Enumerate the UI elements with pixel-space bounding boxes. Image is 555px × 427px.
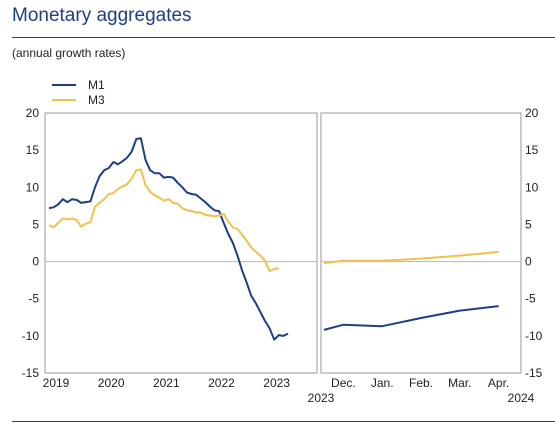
series-line-right-m3 — [323, 250, 499, 265]
y-tick-label-right: -10 — [525, 329, 543, 343]
y-tick-label-right: 15 — [525, 143, 539, 157]
page-title: Monetary aggregates — [12, 5, 192, 26]
legend-item-m1: M1 — [52, 77, 105, 92]
series-line-right-m1 — [323, 305, 499, 331]
left-panel-frame — [44, 112, 318, 374]
y-tick-label-left: 15 — [26, 143, 40, 157]
bottom-rule — [12, 421, 555, 422]
chart-legend: M1 M3 — [52, 77, 105, 107]
legend-swatch-m1 — [52, 83, 76, 86]
title-rule — [12, 37, 555, 38]
y-tick-label-left: -15 — [22, 366, 40, 380]
y-tick-label-right: -5 — [525, 292, 536, 306]
legend-label-m3: M3 — [88, 92, 105, 107]
y-tick-label-right: 5 — [525, 217, 532, 231]
y-tick-label-left: 10 — [26, 180, 40, 194]
x-tick-label-right: Mar. — [448, 376, 471, 390]
y-tick-label-left: -5 — [28, 292, 39, 306]
y-tick-label-right: -15 — [525, 366, 543, 380]
year-label-start: 2023 — [308, 391, 335, 405]
chart-subtitle: (annual growth rates) — [12, 46, 126, 60]
y-tick-label-left: 20 — [26, 106, 40, 120]
x-tick-label-left: 2023 — [263, 376, 290, 390]
y-tick-label-right: 0 — [525, 255, 532, 269]
x-tick-label-right: Dec. — [331, 376, 356, 390]
x-tick-label-left: 2021 — [153, 376, 180, 390]
y-tick-label-right: 10 — [525, 180, 539, 194]
series-line-left-m1 — [48, 137, 289, 341]
x-tick-label-right: Jan. — [371, 376, 394, 390]
series-line-left-m3 — [48, 168, 279, 273]
legend-label-m1: M1 — [88, 77, 105, 92]
right-panel-frame — [320, 112, 522, 374]
y-tick-label-left: 5 — [32, 217, 39, 231]
x-tick-label-right: Feb. — [409, 376, 433, 390]
legend-swatch-m3 — [52, 98, 76, 101]
y-tick-label-right: 20 — [525, 106, 539, 120]
legend-item-m3: M3 — [52, 92, 105, 107]
y-tick-label-left: -10 — [22, 329, 40, 343]
year-label-end: 2024 — [508, 391, 535, 405]
x-tick-label-left: 2019 — [43, 376, 70, 390]
x-tick-label-left: 2022 — [208, 376, 235, 390]
x-tick-label-left: 2020 — [98, 376, 125, 390]
y-tick-label-left: 0 — [32, 255, 39, 269]
x-tick-label-right: Apr. — [488, 376, 509, 390]
